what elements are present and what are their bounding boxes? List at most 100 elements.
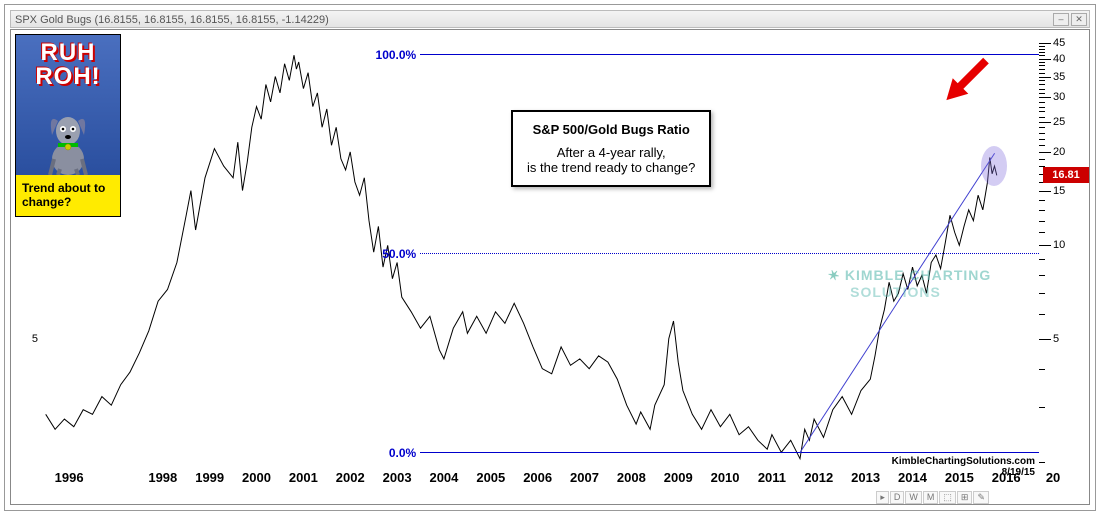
y-right-minor-tick [1039,84,1045,85]
y-right-tick [1039,77,1051,78]
y-right-minor-tick [1039,462,1045,463]
y-right-minor-tick [1039,139,1045,140]
x-year-label: 2006 [523,470,552,485]
badge-title-1: RUH [41,39,96,66]
x-year-label: 2000 [242,470,271,485]
dog-icon [38,91,98,175]
x-year-label: 1999 [195,470,224,485]
outer-frame: SPX Gold Bugs (16.8155, 16.8155, 16.8155… [4,4,1096,511]
y-right-tick [1039,43,1051,44]
fib-label: 50.0% [382,247,416,261]
x-year-label: 2015 [945,470,974,485]
y-right-tick [1039,97,1051,98]
scale-btn[interactable]: ▸ [876,491,889,504]
y-right-minor-tick [1039,93,1045,94]
x-year-label: 1996 [55,470,84,485]
y-right-tick [1039,245,1051,246]
y-right-minor-tick [1039,46,1045,47]
fib-label: 100.0% [376,48,417,62]
plot-region: 0.0%50.0%100.0%16.81✶KIMBLE CHARTINGSOLU… [41,34,1039,462]
y-right-minor-tick [1039,80,1045,81]
y-right-tick [1039,59,1051,60]
x-year-label: 2016 [992,470,1021,485]
x-year-label: 2011 [758,470,786,485]
x-year-label: 2003 [383,470,412,485]
y-right-minor-tick [1039,127,1045,128]
y-right-minor-tick [1039,200,1045,201]
y-right-minor-tick [1039,62,1045,63]
y-right-minor-tick [1039,107,1045,108]
y-right-minor-tick [1039,49,1045,50]
y-right-minor-tick [1039,73,1045,74]
scale-btn[interactable]: D [890,491,905,504]
chart-title-text: SPX Gold Bugs (16.8155, 16.8155, 16.8155… [15,14,329,26]
y-right-label: 15 [1053,185,1065,197]
fib-line: 0.0% [420,452,1039,453]
scale-button-row: ▸ D W M ⬚ ⊞ ✎ [876,490,989,504]
badge-title: RUH ROH! [16,41,120,89]
x-year-label: 2014 [898,470,927,485]
y-right-minor-tick [1039,259,1045,260]
scale-btn[interactable]: W [905,491,922,504]
y-right-minor-tick [1039,69,1045,70]
y-right-label: 10 [1053,239,1065,251]
y-right-minor-tick [1039,111,1045,112]
fib-label: 0.0% [389,446,416,460]
y-right-minor-tick [1039,145,1045,146]
annotation-line3: is the trend ready to change? [527,160,695,175]
y-right-label: 45 [1053,37,1065,49]
x-year-label: 2005 [476,470,505,485]
y-right-minor-tick [1039,65,1045,66]
y-axis-right: 51015202530354045 [1039,34,1089,462]
y-right-label: 25 [1053,116,1065,128]
scale-btn[interactable]: ✎ [973,491,989,504]
minimize-button[interactable]: – [1053,13,1069,26]
scale-btn[interactable]: ⊞ [957,491,973,504]
y-left-label: 5 [32,333,38,345]
y-right-minor-tick [1039,293,1045,294]
current-price-tag: 16.81 [1043,167,1089,183]
y-right-tick [1039,339,1051,340]
y-right-minor-tick [1039,133,1045,134]
scale-btn[interactable]: M [923,491,939,504]
y-right-minor-tick [1039,89,1045,90]
y-right-label: 30 [1053,91,1065,103]
x-year-label: 2007 [570,470,599,485]
y-right-minor-tick [1039,232,1045,233]
annotation-line2: After a 4-year rally, [527,145,695,160]
x-axis: ▸ D W M ⬚ ⊞ ✎ 1996 1998 1999 2000 2001 2002 20… [41,462,1039,504]
y-right-minor-tick [1039,55,1045,56]
chart-area: 5 5 10 15 20 25 30 35 40 45 0.0% 50.0% 100.0% 16.81… [10,29,1090,505]
y-right-label: 35 [1053,71,1065,83]
y-right-minor-tick [1039,210,1045,211]
y-right-label: 40 [1053,53,1065,65]
fib-line: 50.0% [420,253,1039,254]
x-year-label: 2001 [289,470,318,485]
y-right-label: 5 [1053,333,1059,345]
x-year-label: 2002 [336,470,365,485]
ruh-roh-badge: RUH ROH! Trend about to change? [15,34,121,217]
x-year-label: 2013 [851,470,880,485]
price-line [41,34,1039,462]
y-right-minor-tick [1039,275,1045,276]
y-right-minor-tick [1039,102,1045,103]
x-year-label: 20 [1046,470,1060,485]
scale-btn[interactable]: ⬚ [939,491,956,504]
x-year-label: 2010 [711,470,740,485]
x-year-label: 2004 [429,470,458,485]
y-right-tick [1039,152,1051,153]
window-buttons: – ✕ [1053,13,1087,26]
y-right-tick [1039,122,1051,123]
highlight-ellipse [981,146,1007,186]
close-button[interactable]: ✕ [1071,13,1087,26]
badge-top: RUH ROH! [16,35,120,175]
y-right-tick [1039,191,1051,192]
annotation-box: S&P 500/Gold Bugs Ratio After a 4-year r… [511,110,711,187]
y-right-minor-tick [1039,52,1045,53]
annotation-title: S&P 500/Gold Bugs Ratio [527,122,695,137]
y-right-minor-tick [1039,117,1045,118]
y-right-minor-tick [1039,221,1045,222]
x-year-label: 1998 [148,470,177,485]
title-bar: SPX Gold Bugs (16.8155, 16.8155, 16.8155… [10,10,1090,28]
x-year-label: 2008 [617,470,646,485]
